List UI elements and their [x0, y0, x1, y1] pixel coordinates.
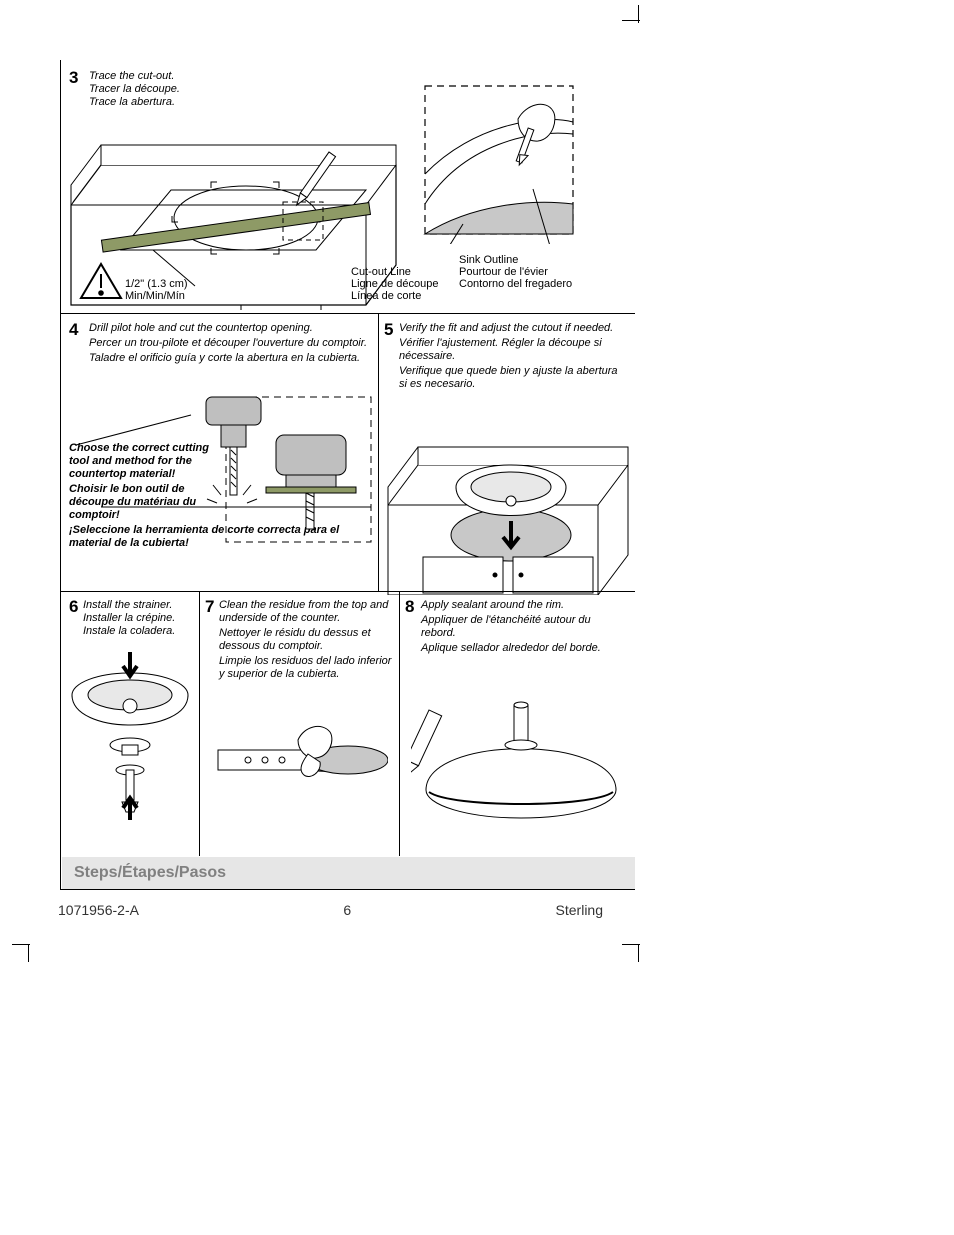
step8-illustration [411, 680, 626, 830]
footer-brand: Sterling [556, 902, 603, 918]
step4-illustration [71, 395, 381, 565]
step5-illustration [383, 425, 633, 595]
steps-band: Steps/Étapes/Pasos [62, 857, 635, 889]
divider-below-step45 [61, 591, 635, 592]
step4-number: 4 [69, 320, 78, 340]
divider-step4-step5 [378, 313, 379, 591]
divider-step6-step7 [199, 591, 200, 856]
step5-number: 5 [384, 320, 393, 340]
step3-number: 3 [69, 68, 78, 88]
crop-mark-bot-right-v [638, 944, 639, 962]
step6-number: 6 [69, 597, 78, 617]
step7-captions: Clean the residue from the top and under… [219, 599, 394, 681]
step7-illustration [213, 700, 388, 820]
divider-below-step3 [61, 313, 635, 314]
crop-mark-bot-left-v [28, 944, 29, 962]
step4-captions: Drill pilot hole and cut the countertop … [89, 322, 369, 365]
step6-illustration [63, 640, 198, 830]
step8-captions: Apply sealant around the rim. Appliquer … [421, 599, 626, 655]
step3-detail-inset [423, 84, 603, 244]
step5-captions: Verify the fit and adjust the cutout if … [399, 322, 624, 391]
footer-doc-id: 1071956-2-A [58, 902, 139, 918]
page-footer: 1071956-2-A 6 Sterling [58, 902, 603, 918]
crop-mark-top-right-v [638, 5, 639, 23]
step3-cutout-label: Cut-out Line Ligne de découpe Línea de c… [351, 266, 438, 302]
step8-number: 8 [405, 597, 414, 617]
page-panel: 3 Trace the cut-out. Tracer la découpe. … [60, 60, 635, 890]
divider-step7-step8 [399, 591, 400, 856]
step6-captions: Install the strainer. Installer la crépi… [83, 599, 203, 638]
step3-min-label: 1/2" (1.3 cm) Min/Min/Mín [125, 278, 188, 302]
steps-band-label: Steps/Étapes/Pasos [74, 864, 226, 882]
step7-number: 7 [205, 597, 214, 617]
step3-sinkoutline-label: Sink Outline Pourtour de l'évier Contorn… [459, 254, 572, 290]
footer-page-number: 6 [343, 902, 351, 918]
step3-captions: Trace the cut-out. Tracer la découpe. Tr… [89, 70, 180, 109]
